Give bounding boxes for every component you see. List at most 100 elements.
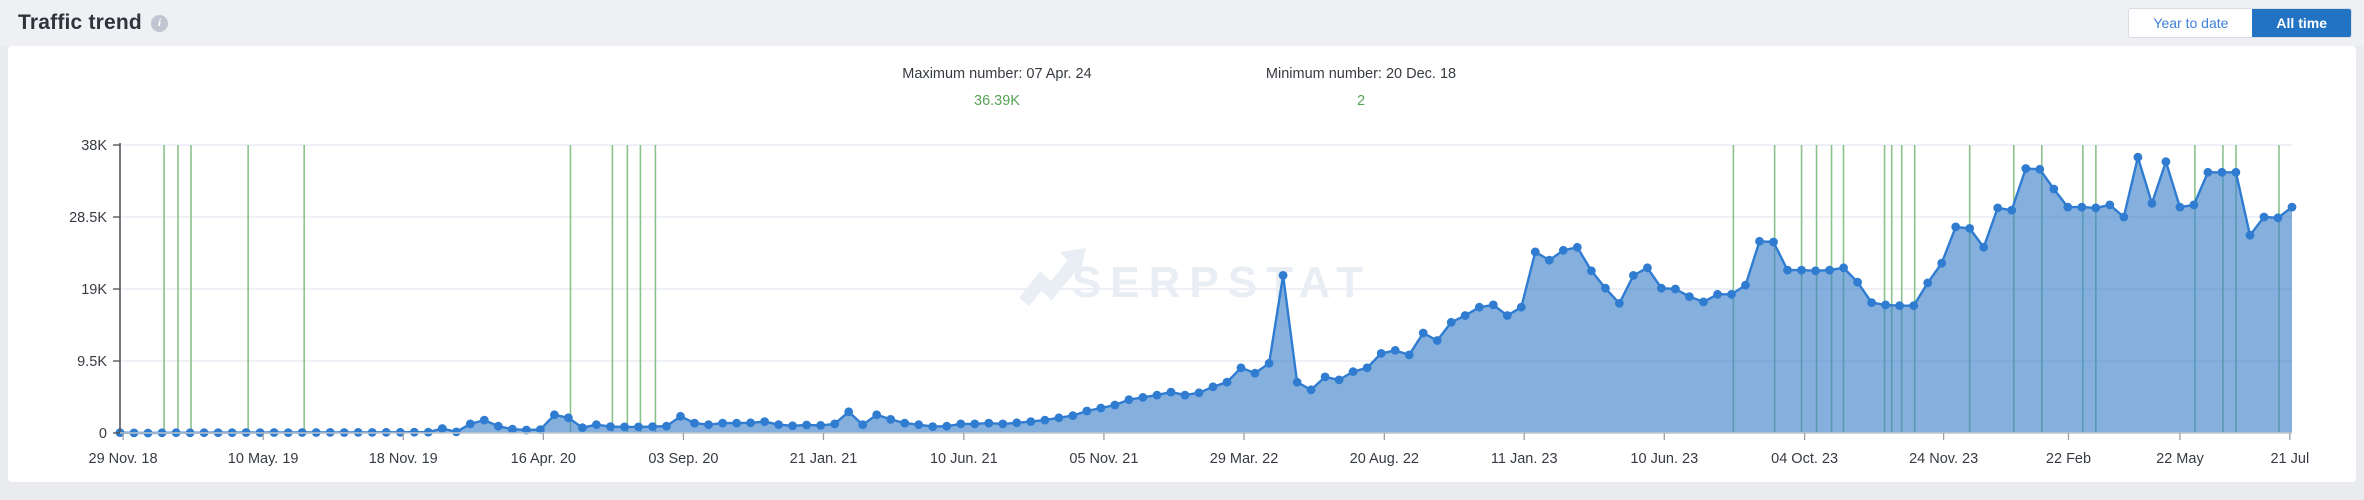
data-point[interactable]: [1895, 301, 1904, 311]
data-point[interactable]: [1937, 258, 1947, 268]
data-point[interactable]: [1572, 242, 1582, 252]
data-point[interactable]: [1166, 387, 1176, 397]
data-point[interactable]: [1404, 350, 1414, 360]
data-point[interactable]: [1124, 395, 1134, 405]
data-point[interactable]: [620, 422, 629, 432]
data-point[interactable]: [1979, 242, 1989, 252]
data-point[interactable]: [1306, 385, 1316, 395]
data-point[interactable]: [2189, 200, 2199, 210]
data-point[interactable]: [1839, 263, 1848, 273]
data-point[interactable]: [423, 427, 433, 437]
data-point[interactable]: [2063, 202, 2073, 212]
data-point[interactable]: [465, 419, 475, 429]
data-point[interactable]: [1951, 222, 1961, 232]
data-point[interactable]: [1811, 266, 1820, 276]
data-point[interactable]: [2035, 164, 2045, 174]
data-point[interactable]: [1825, 265, 1834, 275]
data-point[interactable]: [1348, 367, 1358, 376]
all-time-button[interactable]: All time: [2252, 9, 2351, 37]
data-point[interactable]: [2133, 152, 2143, 162]
data-point[interactable]: [788, 421, 797, 431]
data-point[interactable]: [1418, 328, 1428, 338]
data-point[interactable]: [1222, 377, 1232, 387]
data-point[interactable]: [1853, 277, 1862, 287]
data-point[interactable]: [1082, 406, 1092, 416]
data-point[interactable]: [1446, 317, 1456, 327]
data-point[interactable]: [648, 422, 657, 431]
data-point[interactable]: [1110, 400, 1120, 410]
data-point[interactable]: [1558, 245, 1568, 255]
data-point[interactable]: [2273, 213, 2283, 223]
info-icon[interactable]: i: [150, 14, 168, 32]
data-point[interactable]: [886, 415, 896, 424]
data-point[interactable]: [409, 427, 419, 437]
data-point[interactable]: [634, 422, 643, 432]
data-point[interactable]: [1699, 297, 1708, 307]
data-point[interactable]: [928, 422, 938, 431]
data-point[interactable]: [1923, 278, 1933, 288]
data-point[interactable]: [732, 418, 741, 428]
data-point[interactable]: [1629, 271, 1638, 280]
data-point[interactable]: [1909, 301, 1919, 311]
data-point[interactable]: [1741, 280, 1750, 290]
data-point[interactable]: [1727, 289, 1736, 299]
data-point[interactable]: [802, 420, 811, 430]
data-point[interactable]: [690, 418, 699, 428]
data-point[interactable]: [858, 420, 868, 430]
data-point[interactable]: [1671, 284, 1680, 294]
data-point[interactable]: [578, 423, 587, 433]
data-point[interactable]: [2287, 202, 2297, 212]
data-point[interactable]: [2007, 205, 2017, 215]
data-point[interactable]: [1713, 289, 1722, 299]
data-point[interactable]: [984, 418, 994, 428]
data-point[interactable]: [1544, 255, 1554, 265]
data-point[interactable]: [1432, 336, 1442, 345]
data-point[interactable]: [1320, 372, 1330, 382]
data-point[interactable]: [970, 419, 980, 429]
data-point[interactable]: [2245, 230, 2255, 240]
data-point[interactable]: [1460, 311, 1470, 320]
data-point[interactable]: [2077, 202, 2087, 212]
data-point[interactable]: [1657, 283, 1666, 293]
data-point[interactable]: [1390, 346, 1400, 355]
data-point[interactable]: [662, 421, 671, 431]
data-point[interactable]: [1516, 302, 1526, 312]
data-point[interactable]: [2217, 167, 2227, 177]
data-point[interactable]: [1502, 311, 1512, 320]
data-point[interactable]: [536, 425, 545, 434]
data-point[interactable]: [1054, 413, 1064, 423]
data-point[interactable]: [1769, 237, 1778, 247]
data-point[interactable]: [1993, 203, 2003, 213]
data-point[interactable]: [1138, 393, 1148, 402]
data-point[interactable]: [746, 418, 755, 428]
data-point[interactable]: [872, 410, 882, 420]
data-point[interactable]: [1587, 266, 1596, 276]
data-point[interactable]: [704, 420, 713, 430]
data-point[interactable]: [2105, 200, 2115, 210]
data-point[interactable]: [1152, 390, 1162, 400]
data-point[interactable]: [1180, 390, 1190, 400]
data-point[interactable]: [437, 424, 447, 433]
data-point[interactable]: [564, 413, 573, 423]
data-point[interactable]: [1250, 368, 1260, 378]
data-point[interactable]: [2147, 199, 2157, 208]
data-point[interactable]: [1797, 265, 1806, 275]
data-point[interactable]: [1208, 382, 1218, 392]
data-point[interactable]: [2203, 167, 2213, 177]
data-point[interactable]: [2161, 157, 2171, 167]
data-point[interactable]: [844, 407, 854, 417]
data-point[interactable]: [1881, 300, 1890, 310]
data-point[interactable]: [760, 417, 769, 426]
year-to-date-button[interactable]: Year to date: [2129, 9, 2253, 37]
data-point[interactable]: [493, 421, 503, 431]
data-point[interactable]: [1615, 299, 1624, 308]
data-point[interactable]: [606, 422, 615, 431]
data-point[interactable]: [592, 420, 601, 430]
data-point[interactable]: [2175, 202, 2185, 212]
data-point[interactable]: [718, 418, 727, 428]
data-point[interactable]: [451, 427, 461, 437]
data-point[interactable]: [2231, 167, 2241, 177]
data-point[interactable]: [1096, 403, 1106, 413]
data-point[interactable]: [2119, 212, 2129, 222]
data-point[interactable]: [508, 424, 517, 434]
